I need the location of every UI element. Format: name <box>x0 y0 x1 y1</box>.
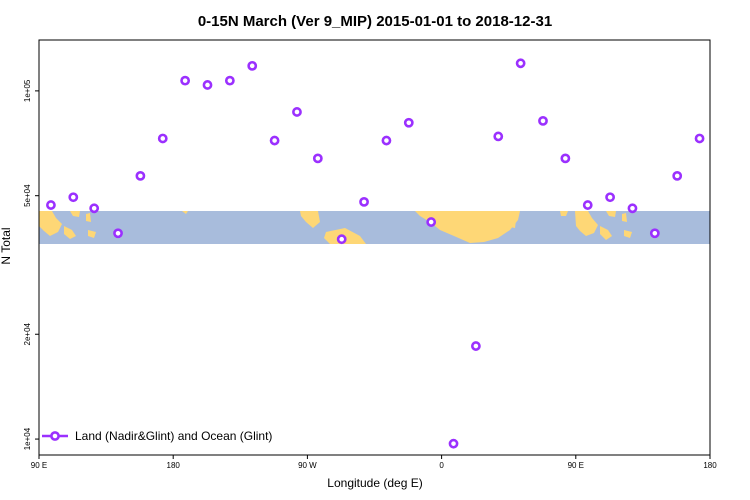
plot-frame <box>38 39 711 456</box>
data-point <box>247 60 258 71</box>
data-point <box>538 115 548 126</box>
data-point <box>426 217 437 227</box>
data-point <box>113 228 123 239</box>
x-tick-label: 90 E <box>31 461 47 470</box>
data-point <box>292 107 302 117</box>
landmass-8 <box>415 211 520 243</box>
data-point <box>627 203 638 214</box>
data-point <box>135 170 146 181</box>
y-tick-label: 5e+04 <box>23 184 32 207</box>
data-point <box>582 200 593 210</box>
data-point <box>359 196 369 207</box>
x-tick-label: 180 <box>703 461 717 470</box>
legend-label: Land (Nadir&Glint) and Ocean (Glint) <box>75 429 272 443</box>
data-point <box>649 228 660 239</box>
data-point <box>403 117 414 128</box>
data-point <box>560 153 571 164</box>
landmass-5 <box>182 211 188 214</box>
landmass-0 <box>39 211 62 236</box>
landmass-9 <box>510 220 516 228</box>
data-point <box>470 341 481 351</box>
data-point <box>448 438 459 449</box>
data-point <box>605 192 615 203</box>
data-point <box>157 133 168 144</box>
x-tick-label: 0 <box>439 461 444 470</box>
data-point <box>180 75 191 86</box>
x-tick-label: 90 E <box>568 461 584 470</box>
data-point <box>672 170 683 181</box>
y-axis: 1e+04 2e+04 5e+04 1e+05 <box>23 79 39 450</box>
data-point <box>694 133 705 144</box>
data-points <box>46 58 705 449</box>
landmass-13 <box>606 211 616 217</box>
data-point <box>269 135 280 146</box>
data-point <box>493 131 504 142</box>
y-tick-label: 1e+05 <box>23 79 32 102</box>
landmass-3 <box>86 213 91 222</box>
landmass-1 <box>64 226 76 239</box>
x-axis-label: Longitude (deg E) <box>327 476 422 490</box>
landmass-2 <box>70 211 80 217</box>
legend-marker-swatch <box>50 431 60 441</box>
legend: Land (Nadir&Glint) and Ocean (Glint) <box>42 429 272 443</box>
ocean-band <box>39 211 710 244</box>
data-point <box>224 75 235 86</box>
x-axis: 90 E 180 90 W 0 90 E 180 <box>31 455 717 470</box>
y-tick-label: 2e+04 <box>23 322 32 345</box>
landmass-14 <box>622 213 627 222</box>
chart-title: 0-15N March (Ver 9_MIP) 2015-01-01 to 20… <box>198 13 552 30</box>
data-point <box>202 80 213 90</box>
data-point <box>381 135 392 146</box>
y-tick-label: 1e+04 <box>23 427 32 450</box>
world-map-band <box>39 211 710 244</box>
data-point <box>46 200 56 210</box>
data-point <box>89 203 100 214</box>
landmass-15 <box>624 230 632 238</box>
x-tick-label: 180 <box>167 461 181 470</box>
x-tick-label: 90 W <box>298 461 317 470</box>
landmass-6 <box>300 211 320 228</box>
landmass-4 <box>88 230 96 238</box>
landmass-12 <box>600 226 612 240</box>
landmass-11 <box>575 211 598 236</box>
data-point <box>336 234 347 245</box>
data-point <box>515 58 526 69</box>
data-point <box>312 153 323 164</box>
y-axis-label: N Total <box>0 227 13 264</box>
landmass-10 <box>560 211 568 216</box>
data-point <box>68 192 79 203</box>
